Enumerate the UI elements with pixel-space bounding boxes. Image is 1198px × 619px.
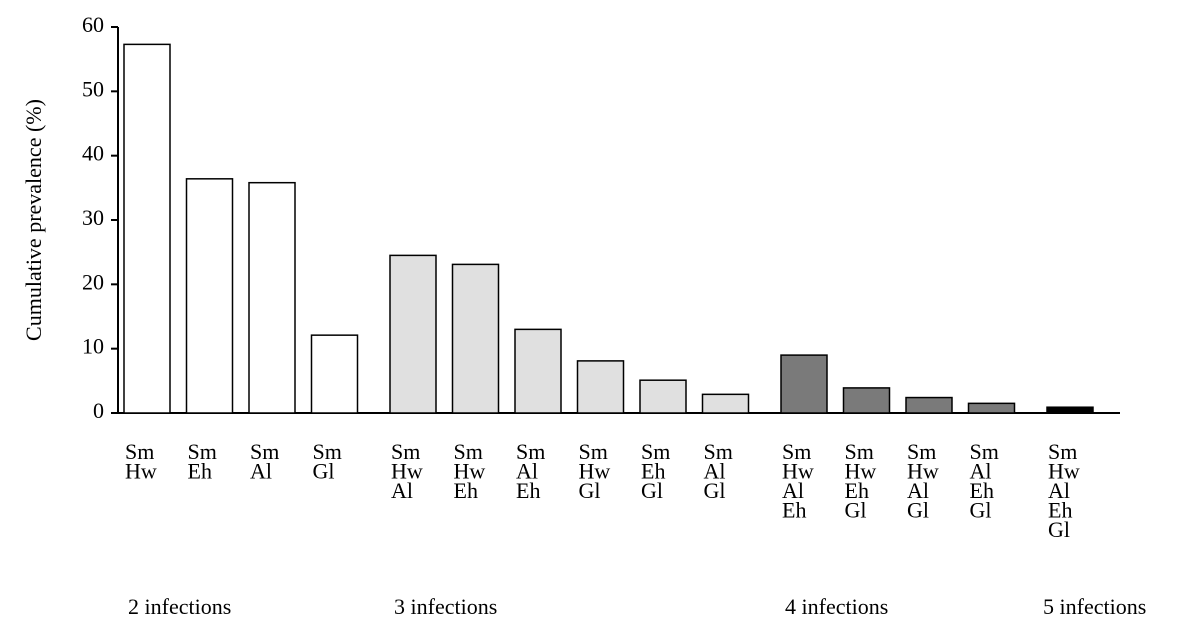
y-tick-label: 20 [82,269,104,294]
x-tick-label: Hw [125,459,157,484]
x-tick-label: Sm [313,439,342,464]
x-tick-label: Sm [250,439,279,464]
x-tick-label: Eh [516,478,540,503]
group-label: 2 infections [128,594,231,619]
x-tick-label: Sm [782,439,811,464]
x-tick-label: Gl [641,478,663,503]
x-tick-label: Eh [454,478,478,503]
x-tick-label: Sm [907,439,936,464]
x-tick-label: Al [516,459,538,484]
x-tick-label: Hw [579,459,611,484]
y-axis-label: Cumulative prevalence (%) [21,99,46,341]
x-tick-label: Gl [704,478,726,503]
group-label: 3 infections [394,594,497,619]
bar [842,387,891,414]
bar [310,334,359,414]
x-tick-label: Sm [188,439,217,464]
x-tick-label: Al [970,459,992,484]
group-label: 4 infections [785,594,888,619]
x-tick-label: Hw [1048,459,1080,484]
x-tick-label: Sm [516,439,545,464]
bar [514,328,562,414]
x-tick-label: Sm [579,439,608,464]
x-tick-label: Al [782,478,804,503]
bar [248,181,296,414]
bar [780,354,828,414]
bar [389,254,437,414]
x-tick-label: Eh [845,478,869,503]
x-tick-label: Eh [1048,498,1072,523]
x-tick-label: Gl [970,498,992,523]
x-tick-label: Gl [313,459,335,484]
bar [185,178,234,414]
x-tick-label: Al [704,459,726,484]
x-tick-label: Eh [970,478,994,503]
bar [123,43,171,414]
x-tick-label: Gl [907,498,929,523]
bar [576,360,625,414]
x-tick-label: Sm [125,439,154,464]
x-tick-label: Sm [1048,439,1077,464]
x-tick-label: Hw [782,459,814,484]
bar [1046,406,1094,414]
x-tick-label: Hw [454,459,486,484]
x-tick-label: Al [1048,478,1070,503]
x-tick-label: Eh [782,498,806,523]
y-tick-label: 40 [82,141,104,166]
bar [967,402,1016,414]
x-tick-label: Gl [845,498,867,523]
y-tick-label: 10 [82,334,104,359]
x-tick-label: Eh [188,459,212,484]
x-tick-label: Al [907,478,929,503]
group-label: 5 infections [1043,594,1146,619]
bar [639,379,687,414]
y-tick-label: 50 [82,76,104,101]
x-tick-label: Sm [970,439,999,464]
bar [451,263,500,414]
x-tick-label: Eh [641,459,665,484]
bar [905,396,953,414]
x-tick-label: Gl [579,478,601,503]
x-tick-label: Al [391,478,413,503]
x-tick-label: Sm [641,439,670,464]
x-tick-label: Sm [704,439,733,464]
x-tick-label: Sm [845,439,874,464]
x-tick-label: Sm [391,439,420,464]
x-tick-label: Hw [907,459,939,484]
y-tick-label: 0 [93,398,104,423]
x-tick-label: Hw [391,459,423,484]
bar [701,393,750,414]
x-tick-label: Gl [1048,517,1070,542]
x-tick-label: Al [250,459,272,484]
y-tick-label: 30 [82,205,104,230]
y-tick-label: 60 [82,12,104,37]
x-tick-label: Sm [454,439,483,464]
x-tick-label: Hw [845,459,877,484]
